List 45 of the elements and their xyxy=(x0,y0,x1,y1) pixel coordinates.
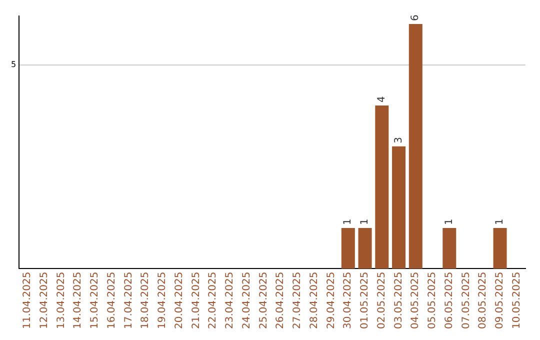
data-label: 6 xyxy=(410,14,422,21)
x-tick-label: 23.04.2025 xyxy=(224,272,236,330)
x-tick-label: 16.04.2025 xyxy=(106,272,118,330)
bar xyxy=(392,146,406,269)
x-tick-label: 17.04.2025 xyxy=(123,272,134,330)
x-tick-label: 15.04.2025 xyxy=(90,272,101,330)
x-tick-label: 09.05.2025 xyxy=(494,272,506,330)
x-tick-label: 25.04.2025 xyxy=(258,272,270,330)
x-tick-label: 12.04.2025 xyxy=(38,272,50,330)
x-tick-label: 05.05.2025 xyxy=(427,272,438,330)
x-tick-label: 24.04.2025 xyxy=(241,272,252,330)
bar xyxy=(408,24,422,269)
x-tick-label: 26.04.2025 xyxy=(275,272,286,330)
x-tick-label: 27.04.2025 xyxy=(292,272,304,330)
x-tick-label: 04.05.2025 xyxy=(410,272,422,330)
x-tick-label: 13.04.2025 xyxy=(56,272,67,330)
x-tick-label: 19.04.2025 xyxy=(157,272,168,330)
x-tick-label: 29.04.2025 xyxy=(326,272,337,330)
data-label: 3 xyxy=(393,136,404,144)
x-tick-label: 30.04.2025 xyxy=(342,272,354,330)
x-tick-label: 03.05.2025 xyxy=(393,272,404,330)
x-tick-label: 11.04.2025 xyxy=(22,272,34,330)
x-tick-label: 02.05.2025 xyxy=(376,272,388,330)
x-tick-label: 10.05.2025 xyxy=(511,272,522,330)
x-tick-label: 01.05.2025 xyxy=(360,272,371,330)
x-tick-label: 08.05.2025 xyxy=(478,272,489,330)
x-tick-label: 07.05.2025 xyxy=(460,272,472,330)
x-tick-label: 14.04.2025 xyxy=(72,272,84,330)
bar xyxy=(358,228,372,269)
data-label: 1 xyxy=(494,218,506,225)
bar xyxy=(375,106,389,269)
bar xyxy=(341,228,355,269)
x-tick-label: 21.04.2025 xyxy=(190,272,202,330)
data-label: 4 xyxy=(376,96,388,103)
data-label: 1 xyxy=(360,218,371,225)
data-label: 1 xyxy=(444,218,455,225)
x-tick-label: 22.04.2025 xyxy=(208,272,219,330)
data-label: 1 xyxy=(342,218,354,225)
y-tick-label: 5 xyxy=(10,60,16,69)
x-tick-label: 28.04.2025 xyxy=(308,272,320,330)
x-tick-label: 06.05.2025 xyxy=(444,272,455,330)
bar xyxy=(493,228,507,269)
bar xyxy=(442,228,456,269)
x-tick-label: 20.04.2025 xyxy=(174,272,185,330)
x-tick-label: 18.04.2025 xyxy=(140,272,152,330)
